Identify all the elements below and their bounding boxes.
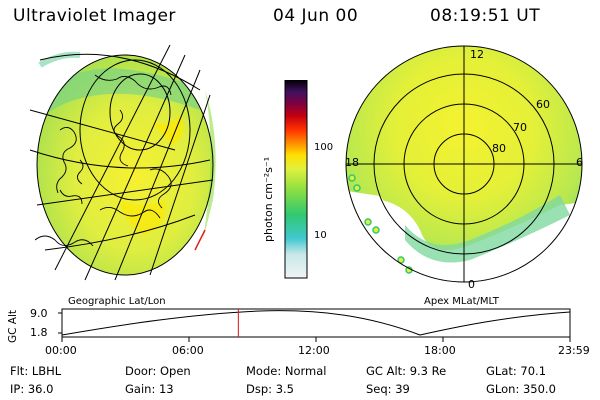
altitude-ytick-9: 9.0 (30, 307, 48, 320)
xtick-0600: 06:00 (172, 344, 204, 357)
xtick-2359: 23:59 (558, 344, 590, 357)
status-gc-alt: GC Alt: 9.3 Re (366, 364, 447, 378)
status-door: Door: Open (125, 364, 191, 378)
altitude-plot (58, 308, 571, 342)
status-gain: Gain: 13 (125, 382, 174, 396)
mlat-label-80: 80 (492, 142, 506, 155)
colorbar-tick-10: 10 (314, 230, 327, 241)
mlat-label-60: 60 (536, 98, 550, 111)
xtick-0000: 00:00 (45, 344, 77, 357)
mlt-label-0: 0 (468, 278, 475, 291)
mlat-label-70: 70 (513, 121, 527, 134)
status-ip: IP: 36.0 (10, 382, 54, 396)
mlt-label-18: 18 (345, 156, 359, 169)
instrument-title: Ultraviolet Imager (13, 6, 176, 26)
mlt-label-6: 6 (576, 156, 583, 169)
status-glat: GLat: 70.1 (486, 364, 547, 378)
color-scale-bar (284, 80, 308, 279)
status-seq: Seq: 39 (366, 382, 410, 396)
mlt-label-12: 12 (470, 48, 484, 61)
observation-date: 04 Jun 00 (273, 6, 359, 26)
status-dsp: Dsp: 3.5 (246, 382, 294, 396)
observation-time: 08:19:51 UT (430, 6, 541, 26)
xtick-1800: 18:00 (424, 344, 456, 357)
status-mode: Mode: Normal (246, 364, 327, 378)
xtick-1200: 12:00 (298, 344, 330, 357)
status-filter: Flt: LBHL (10, 364, 62, 378)
geographic-panel-caption: Geographic Lat/Lon (68, 296, 166, 307)
altitude-ytick-1-8: 1.8 (30, 326, 48, 339)
status-glon: GLon: 350.0 (486, 382, 556, 396)
altitude-ylabel: GC Alt (7, 309, 19, 343)
colorbar-tick-100: 100 (314, 142, 334, 153)
polar-panel-caption: Apex MLat/MLT (424, 296, 499, 307)
